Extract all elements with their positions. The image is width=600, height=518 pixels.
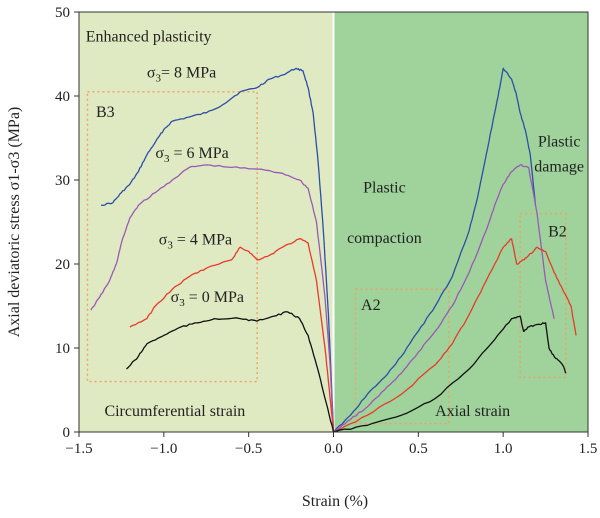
annotation-3: σ3 = 6 MPa — [155, 145, 228, 165]
annotation-6: Circumferential strain — [104, 403, 245, 420]
annotation-0: Enhanced plasticity — [86, 28, 212, 45]
annotation-7: Plastic — [363, 180, 406, 197]
series-lines — [90, 67, 577, 433]
dotted-boxes — [86, 91, 567, 425]
x-tick-label: −1.5 — [65, 441, 92, 457]
x-tick-label: 0.0 — [324, 441, 343, 457]
series-34mpa-circumferential — [129, 238, 335, 433]
x-tick-label: −0.5 — [235, 441, 262, 457]
annotation-11: Plastic — [538, 133, 581, 150]
annotation-5: σ3 = 0 MPa — [171, 289, 244, 309]
axes: −1.5 −1.0 −0.5 0.0 0.5 1.0 1.5 0 10 20 30 40 50 — [55, 5, 597, 457]
annotation-12: damage — [534, 159, 584, 176]
annotation-4: σ3 = 4 MPa — [159, 232, 232, 252]
x-tick-label: −1.0 — [150, 441, 177, 457]
annotation-1: σ3= 8 MPa — [147, 65, 216, 85]
series-38mpa-circumferential — [101, 67, 335, 433]
annotation-10: Axial strain — [435, 403, 510, 420]
annotation-9: A2 — [361, 297, 381, 314]
series-36mpa-axial — [333, 164, 555, 433]
region-0 — [79, 12, 334, 432]
annotations: Enhanced plasticity σ3= 8 MPa B3 σ3 = 6 MPa… — [86, 28, 584, 420]
y-axis-title: Axial deviatoric stress σ1-σ3 (MPa) — [6, 107, 23, 338]
background-regions — [79, 12, 588, 432]
annotation-8: compaction — [347, 230, 422, 247]
series-36mpa-circumferential — [90, 164, 335, 433]
series-38mpa-axial — [333, 67, 537, 433]
region-1 — [333, 12, 588, 432]
y-tick-label: 0 — [63, 425, 71, 441]
annotation-13: B2 — [548, 223, 567, 240]
x-axis-title: Strain (%) — [302, 493, 368, 510]
y-tick-label: 20 — [55, 257, 70, 273]
x-tick-label: 1.5 — [579, 441, 598, 457]
x-tick-label: 1.0 — [494, 441, 513, 457]
y-tick-label: 50 — [55, 5, 70, 21]
box-a2 — [354, 288, 450, 425]
series-30mpa-axial — [333, 315, 567, 433]
series-30mpa-circumferential — [126, 311, 335, 433]
y-tick-label: 40 — [55, 89, 70, 105]
series-34mpa-axial — [333, 238, 577, 433]
x-tick-label: 0.5 — [409, 441, 428, 457]
y-tick-label: 30 — [55, 173, 70, 189]
annotation-2: B3 — [96, 104, 115, 121]
y-tick-label: 10 — [55, 341, 70, 357]
